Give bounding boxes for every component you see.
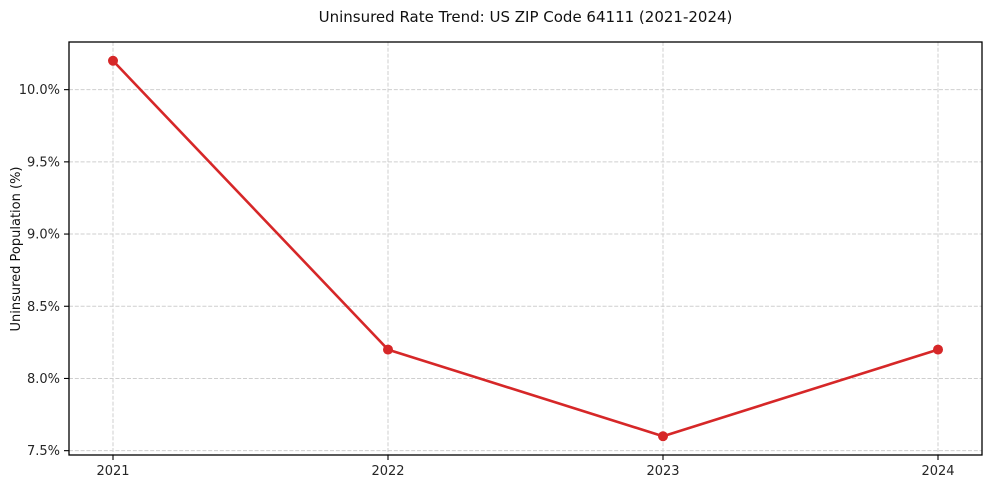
- y-tick-label: 10.0%: [19, 83, 60, 98]
- data-point-2023: [658, 431, 668, 442]
- y-tick-label: 7.5%: [27, 444, 60, 459]
- x-tick-label: 2023: [646, 464, 679, 479]
- x-tick-label: 2022: [371, 464, 404, 479]
- y-tick-label: 8.5%: [27, 300, 60, 315]
- data-point-2024: [933, 344, 943, 355]
- x-tick-label: 2021: [96, 464, 129, 479]
- y-tick-label: 9.0%: [27, 228, 60, 243]
- y-tick-label: 8.0%: [27, 372, 60, 387]
- y-tick-label: 9.5%: [27, 155, 60, 170]
- x-tick-label: 2024: [921, 464, 954, 479]
- chart-title: Uninsured Rate Trend: US ZIP Code 64111 …: [318, 8, 733, 26]
- y-axis: 7.5% 8.0% 8.5% 9.0% 9.5% 10.0%: [19, 83, 69, 459]
- trend-line: [111, 59, 940, 438]
- y-axis-label: Uninsured Population (%): [9, 166, 24, 332]
- data-point-2022: [383, 344, 393, 355]
- plot-border: [68, 41, 983, 456]
- x-axis: 2021 2022 2023 2024: [96, 455, 955, 479]
- gridlines: [69, 42, 982, 455]
- data-point-2021: [108, 55, 118, 66]
